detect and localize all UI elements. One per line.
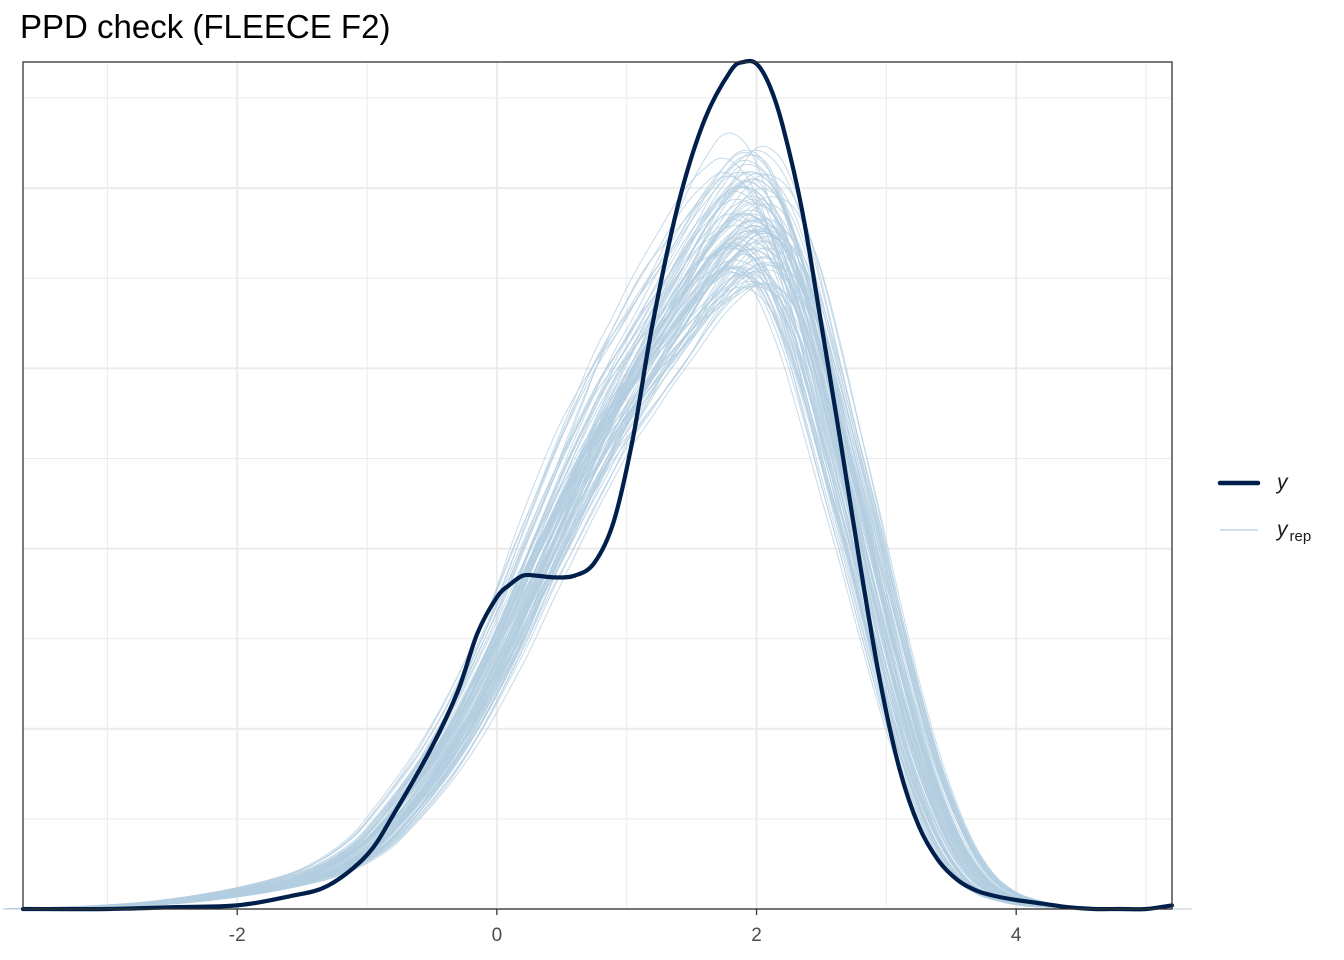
legend-label-y: y	[1275, 471, 1289, 494]
chart-title: PPD check (FLEECE F2)	[20, 8, 391, 45]
observed-density-line	[20, 58, 1175, 912]
panel-border	[22, 61, 1173, 910]
replicate-density-line	[29, 225, 1179, 910]
replicate-density-line	[24, 280, 1174, 910]
replicate-density-line	[36, 195, 1186, 910]
legend: y y rep	[1217, 471, 1311, 545]
x-tick-label: -2	[229, 925, 246, 946]
x-tick-label: 4	[1011, 925, 1022, 946]
replicate-density-line	[28, 256, 1178, 910]
legend-label-yrep: y rep	[1275, 518, 1311, 545]
legend-subscript: rep	[1290, 528, 1312, 545]
x-axis: -2 0 2 4	[229, 909, 1022, 946]
replicate-density-line	[41, 174, 1191, 910]
x-tick-label: 2	[751, 925, 762, 946]
observed-series	[20, 58, 1175, 912]
replicate-density-line	[10, 171, 1160, 910]
x-tick-label: 0	[492, 925, 503, 946]
replicate-density-line	[41, 282, 1191, 910]
replicate-density-line	[9, 190, 1159, 910]
replicate-density-line	[30, 213, 1180, 910]
replicate-density-line	[35, 203, 1185, 910]
replicate-density-line	[21, 248, 1171, 910]
